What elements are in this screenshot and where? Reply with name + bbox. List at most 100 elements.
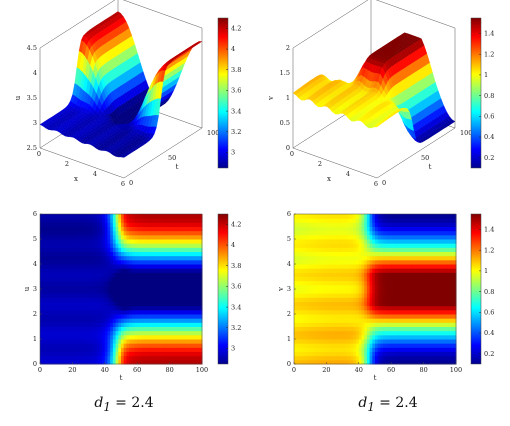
heatmap-cell xyxy=(158,276,162,282)
heatmap-cell xyxy=(40,351,44,357)
heatmap-cell xyxy=(88,239,92,244)
heatmap-cell xyxy=(118,334,122,340)
heatmap-cell xyxy=(161,218,165,223)
heatmap-cell xyxy=(299,226,303,232)
heatmap-cell xyxy=(183,259,187,265)
heatmap-cell xyxy=(107,330,111,336)
heatmap-cell xyxy=(177,326,181,332)
heatmap-cell xyxy=(326,322,330,327)
heatmap-cell xyxy=(304,264,308,269)
heatmap-cell xyxy=(77,222,81,227)
heatmap-cell xyxy=(199,309,203,315)
heatmap-cell xyxy=(102,284,106,290)
heatmap-cell xyxy=(67,322,71,327)
heatmap-cell xyxy=(185,305,189,311)
heatmap-cell xyxy=(164,230,168,236)
heatmap-cell xyxy=(107,230,111,236)
heatmap-cell xyxy=(304,272,308,277)
heatmap-cell xyxy=(72,272,76,277)
heatmap-cell xyxy=(53,247,57,252)
heatmap-cell xyxy=(58,326,63,332)
heatmap-cell xyxy=(88,214,92,219)
heatmap-cell xyxy=(183,280,187,286)
heatmap-cell xyxy=(121,230,125,236)
heatmap-cell xyxy=(67,347,71,352)
heatmap-cell xyxy=(307,334,311,340)
heatmap-cell xyxy=(310,322,314,327)
heatmap-cell xyxy=(134,322,138,327)
heatmap-cell xyxy=(196,268,200,273)
heatmap-cell xyxy=(85,251,90,257)
heatmap-cell xyxy=(112,218,117,223)
heatmap-cell xyxy=(321,355,325,361)
heatmap-cell xyxy=(80,247,84,252)
heatmap-cell xyxy=(131,326,135,332)
heatmap-cell xyxy=(310,284,314,290)
heatmap-cell xyxy=(193,326,198,332)
heatmap-cell xyxy=(99,322,103,327)
heatmap-cell xyxy=(323,309,327,315)
heatmap-cell xyxy=(99,234,103,240)
heatmap-cell xyxy=(166,272,171,277)
heatmap-cell xyxy=(199,359,203,365)
heatmap-cell xyxy=(193,351,198,357)
heatmap-cell xyxy=(142,351,146,357)
z-axis-label: v xyxy=(267,96,275,101)
heatmap-cell xyxy=(64,351,68,357)
heatmap-cell xyxy=(107,297,111,302)
heatmap-cell xyxy=(123,330,127,336)
heatmap-cell xyxy=(42,318,46,323)
heatmap-cell xyxy=(134,259,138,265)
heatmap-cell xyxy=(115,268,119,273)
heatmap-cell xyxy=(112,318,117,323)
heatmap-cell xyxy=(102,222,106,227)
heatmap-cell xyxy=(83,347,87,352)
heatmap-cell xyxy=(56,251,60,257)
heatmap-cell xyxy=(112,343,117,348)
heatmap-cell xyxy=(326,264,330,269)
heatmap-cell xyxy=(191,284,195,290)
heatmap-cell xyxy=(307,230,311,236)
heatmap-cell xyxy=(193,314,198,319)
x-tick-label: 2 xyxy=(318,160,322,168)
heatmap-cell xyxy=(115,359,119,365)
heatmap-cell xyxy=(199,268,203,273)
heatmap-cell xyxy=(61,284,65,290)
heatmap-cell xyxy=(99,343,103,348)
heatmap-cell xyxy=(145,326,149,332)
heatmap-cell xyxy=(307,280,311,286)
heatmap-cell xyxy=(91,234,95,240)
heatmap-cell xyxy=(321,322,325,327)
heatmap-cell xyxy=(61,326,65,332)
heatmap-cell xyxy=(53,322,57,327)
heatmap-cell xyxy=(188,214,192,219)
heatmap-cell xyxy=(96,234,100,240)
heatmap-cell xyxy=(123,243,127,248)
heatmap-cell xyxy=(88,322,92,327)
heatmap-cell xyxy=(131,355,135,361)
heatmap-cell xyxy=(307,309,311,315)
heatmap-cell xyxy=(191,355,195,361)
heatmap-cell xyxy=(161,280,165,286)
heatmap-cell xyxy=(126,255,130,261)
heatmap-cell xyxy=(102,326,106,332)
heatmap-cell xyxy=(296,334,300,340)
heatmap-cell xyxy=(118,305,122,311)
heatmap-cell xyxy=(115,251,119,257)
heatmap-cell xyxy=(315,359,319,365)
heatmap-cell xyxy=(158,243,162,248)
heatmap-cell xyxy=(175,339,179,344)
heatmap-cell xyxy=(134,239,138,244)
heatmap-cell xyxy=(177,251,181,257)
heatmap-cell xyxy=(161,255,165,261)
heatmap-cell xyxy=(72,230,76,236)
heatmap-cell xyxy=(191,251,195,257)
heatmap-cell xyxy=(175,284,179,290)
colorbar-tick-label: 0.4 xyxy=(484,133,494,141)
heatmap-cell xyxy=(304,251,308,257)
heatmap-cell xyxy=(129,239,133,244)
heatmap-cell xyxy=(145,309,149,315)
heatmap-cell xyxy=(166,284,171,290)
heatmap-cell xyxy=(299,289,303,294)
heatmap-cell xyxy=(42,222,46,227)
